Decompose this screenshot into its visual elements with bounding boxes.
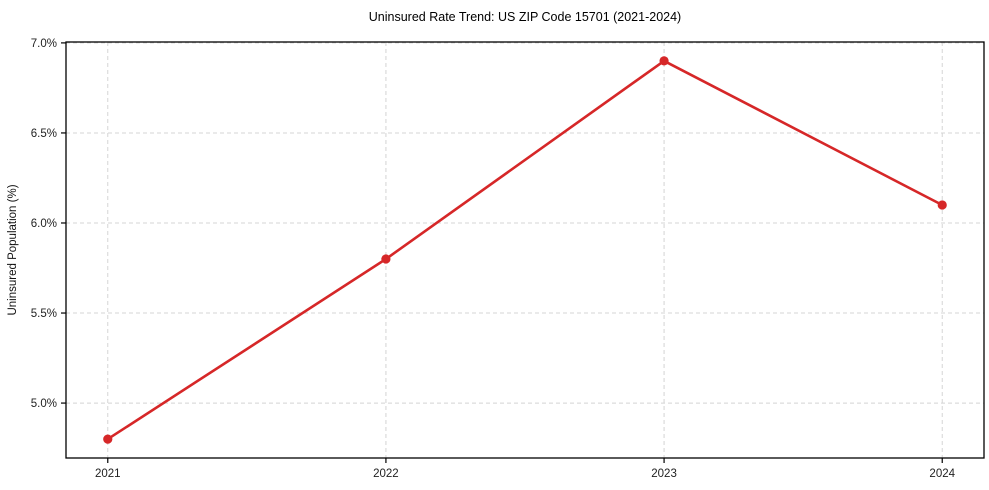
axes — [61, 41, 985, 463]
y-axis-label: Uninsured Population (%) — [7, 184, 19, 315]
data-point-2023 — [659, 56, 669, 66]
x-tick-label: 2021 — [95, 468, 121, 480]
data-point-2024 — [937, 200, 947, 210]
y-tick-label: 7.0% — [31, 38, 57, 50]
trend-line — [106, 59, 944, 441]
x-tick-label: 2023 — [651, 468, 677, 480]
data-point-2022 — [381, 254, 391, 264]
gridlines — [66, 42, 984, 458]
tick-labels: 5.0% 5.5% 6.0% 6.5% 7.0% 2021 2022 2023 2024 — [31, 38, 956, 480]
chart-title: Uninsured Rate Trend: US ZIP Code 15701 … — [369, 10, 681, 24]
y-tick-label: 6.5% — [31, 128, 57, 140]
y-tick-label: 5.5% — [31, 308, 57, 320]
plot-border — [65, 41, 985, 459]
line-series — [103, 56, 947, 444]
y-tick-label: 5.0% — [31, 398, 57, 410]
data-point-2021 — [103, 434, 113, 444]
x-tick-label: 2024 — [929, 468, 955, 480]
y-tick-label: 6.0% — [31, 218, 57, 230]
x-tick-label: 2022 — [373, 468, 399, 480]
